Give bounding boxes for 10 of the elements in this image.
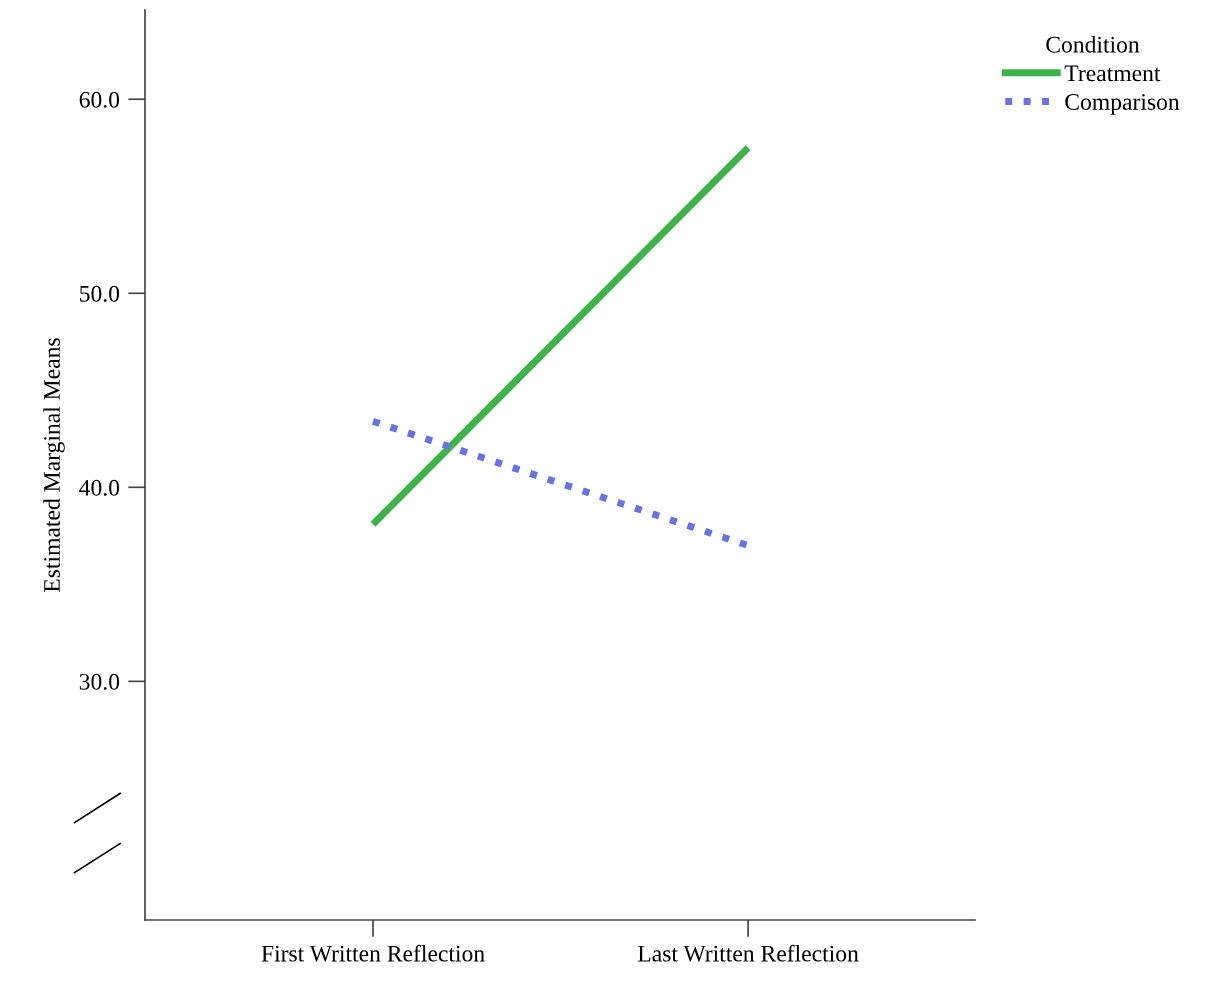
y-tick-label: 60.0: [79, 91, 120, 108]
legend-label: Comparison: [1065, 94, 1180, 115]
y-tick-label: 30.0: [79, 673, 120, 690]
x-tick-label: First Written Reflection: [261, 944, 485, 962]
y-tick-label: 50.0: [80, 285, 120, 302]
legend-title: Condition: [1046, 36, 1140, 53]
x-tick-label: Last Written Reflection: [637, 944, 859, 962]
y-tick-label: 40.0: [79, 479, 120, 496]
y-axis-title: Estimated Marginal Means: [43, 338, 65, 592]
legend-label: Treatment: [1064, 65, 1161, 82]
